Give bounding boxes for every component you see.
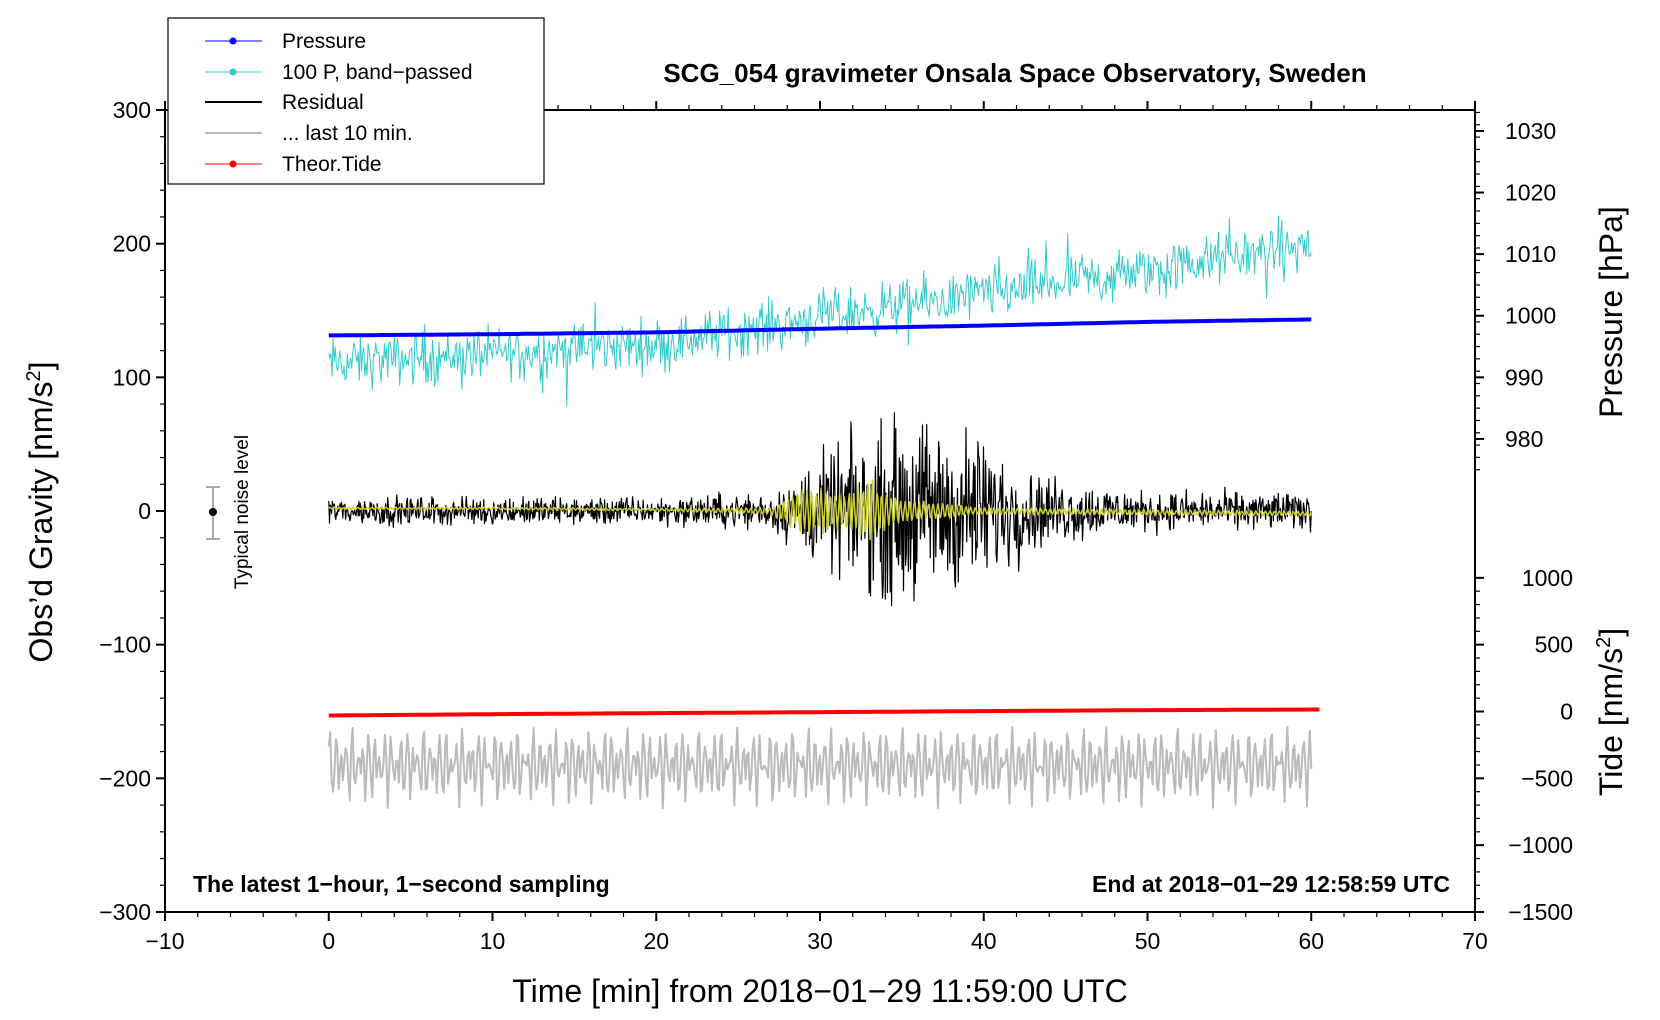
x-tick-label: −10 bbox=[145, 928, 184, 954]
legend: Pressure 100 P, band−passed Residual ...… bbox=[167, 17, 545, 185]
y-tick-label: 100 bbox=[113, 364, 151, 390]
legend-item-residual: Residual bbox=[205, 91, 364, 114]
y-tick-label: 0 bbox=[138, 498, 151, 524]
y-axis-label: Obs’d Gravity [nm/s2] bbox=[23, 362, 59, 663]
pressure-tick-label: 990 bbox=[1505, 364, 1543, 390]
noise-label: Typical noise level bbox=[232, 435, 253, 589]
y-tick-label: −200 bbox=[99, 765, 151, 791]
series-layer bbox=[327, 216, 1320, 810]
pressure-tick-label: 1030 bbox=[1505, 118, 1556, 144]
series-line bbox=[328, 707, 1320, 718]
chart-title: SCG_054 gravimeter Onsala Space Observat… bbox=[663, 58, 1366, 88]
legend-item-pressure: Pressure bbox=[205, 30, 366, 53]
pressure-tick-label: 1020 bbox=[1505, 180, 1556, 206]
tide-axis-label: Tide [nm/s2] bbox=[1593, 628, 1629, 796]
y-tick-label: 200 bbox=[113, 231, 151, 257]
legend-label: Residual bbox=[282, 91, 364, 114]
legend-label: 100 P, band−passed bbox=[282, 61, 473, 84]
legend-item-theor-tide: Theor.Tide bbox=[205, 153, 382, 176]
y-tick-label: −300 bbox=[99, 899, 151, 925]
legend-label: Theor.Tide bbox=[282, 153, 382, 176]
y-tick-label: −100 bbox=[99, 632, 151, 658]
tide-tick-label: 500 bbox=[1535, 632, 1573, 658]
legend-label: ... last 10 min. bbox=[282, 122, 413, 145]
series-line bbox=[328, 216, 1312, 407]
tide-tick-label: −1000 bbox=[1508, 832, 1573, 858]
x-axis-label: Time [min] from 2018−01−29 11:59:00 UTC bbox=[512, 973, 1127, 1009]
end-time-note: End at 2018−01−29 12:58:59 UTC bbox=[1092, 871, 1450, 897]
series-line bbox=[328, 317, 1312, 338]
pressure-axis-label: Pressure [hPa] bbox=[1593, 206, 1629, 418]
series-line bbox=[328, 412, 1312, 607]
pressure-tick-label: 1010 bbox=[1505, 241, 1556, 267]
noise-dot bbox=[209, 508, 217, 516]
axes-layer: −10 0 10 20 30 40 50 60 70−300−200−1000100200300… bbox=[99, 97, 1573, 954]
legend-item-last-10-min: ... last 10 min. bbox=[205, 122, 413, 145]
x-tick-label: 40 bbox=[971, 928, 997, 954]
x-tick-label: 0 bbox=[322, 928, 335, 954]
y-tick-label: 300 bbox=[113, 97, 151, 123]
tide-tick-label: 0 bbox=[1560, 699, 1573, 725]
tide-tick-label: −1500 bbox=[1508, 899, 1573, 925]
x-tick-label: 60 bbox=[1298, 928, 1324, 954]
x-tick-label: 10 bbox=[480, 928, 506, 954]
x-tick-label: 50 bbox=[1135, 928, 1161, 954]
x-tick-label: 70 bbox=[1462, 928, 1488, 954]
legend-label: Pressure bbox=[282, 30, 366, 53]
series-line bbox=[327, 725, 1313, 810]
sampling-note: The latest 1−hour, 1−second sampling bbox=[193, 871, 610, 897]
pressure-tick-label: 980 bbox=[1505, 426, 1543, 452]
tide-tick-label: −500 bbox=[1521, 765, 1573, 791]
x-tick-label: 20 bbox=[643, 928, 669, 954]
x-tick-label: 30 bbox=[807, 928, 833, 954]
noise-indicator: Typical noise level bbox=[206, 435, 253, 589]
tide-tick-label: 1000 bbox=[1522, 565, 1573, 591]
pressure-tick-label: 1000 bbox=[1505, 303, 1556, 329]
series-line bbox=[328, 479, 1313, 541]
legend-item-band-passed: 100 P, band−passed bbox=[205, 61, 473, 84]
